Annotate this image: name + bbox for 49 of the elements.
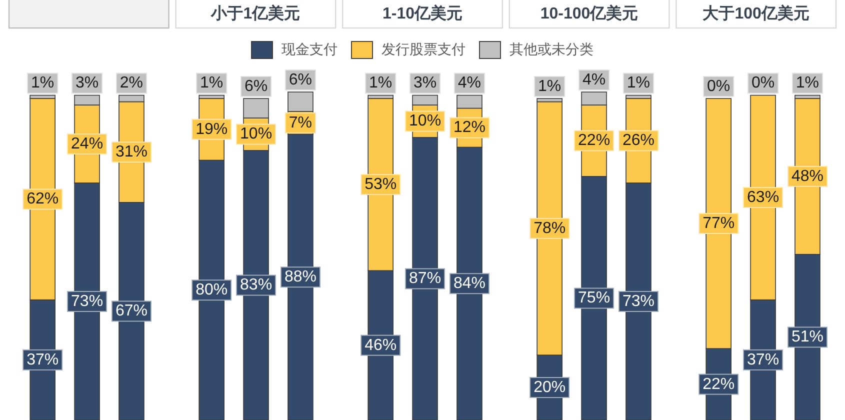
data-label: 1% [31,74,54,92]
data-label: 88% [284,268,316,286]
data-label: 1% [796,74,820,92]
data-label: 1% [538,78,562,95]
data-label: 22% [578,132,610,150]
data-label: 1% [626,74,650,92]
data-label: 73% [71,292,104,310]
data-label: 3% [75,74,99,92]
data-label: 77% [702,215,735,232]
data-label: 31% [115,144,148,161]
data-label: 12% [453,119,486,136]
chart-title: 10-100亿美元 [540,4,638,22]
data-label: 48% [791,168,824,185]
data-label: 83% [240,276,272,294]
data-label: 1% [369,74,392,92]
data-label: 22% [702,376,735,393]
data-label: 0% [751,74,775,92]
data-label: 1% [200,74,224,92]
data-label: 63% [747,189,780,206]
data-label: 37% [26,351,59,368]
data-label: 51% [791,328,824,346]
data-label: 73% [622,292,654,310]
data-label: 75% [578,290,610,307]
data-label: 67% [115,302,148,320]
data-label: 84% [453,275,486,292]
data-label: 4% [458,74,482,92]
chart-title: 大于100亿美元 [702,4,810,22]
data-label: 80% [196,282,228,299]
data-label: 3% [413,74,437,92]
data-label: 19% [196,120,228,138]
chart-title: 小于1亿美元 [210,4,300,22]
legend-label: 现金支付 [282,42,338,58]
data-label: 4% [582,72,606,88]
legend-label: 发行股票支付 [382,42,466,58]
data-label: 62% [26,190,59,208]
data-label: 24% [71,135,104,152]
data-label: 6% [288,72,312,88]
data-label: 87% [409,270,442,288]
data-label: 78% [534,220,566,237]
data-label: 2% [120,74,144,92]
data-label: 0% [707,78,730,95]
data-label: 6% [244,78,268,95]
chart-title: 1-10亿美元 [382,4,463,22]
data-label: 26% [622,132,654,150]
legend-label: 其他或未分类 [510,42,594,58]
data-label: 53% [364,176,397,194]
data-label: 46% [364,336,397,354]
data-label: 37% [747,351,780,368]
data-label: 20% [534,379,566,396]
